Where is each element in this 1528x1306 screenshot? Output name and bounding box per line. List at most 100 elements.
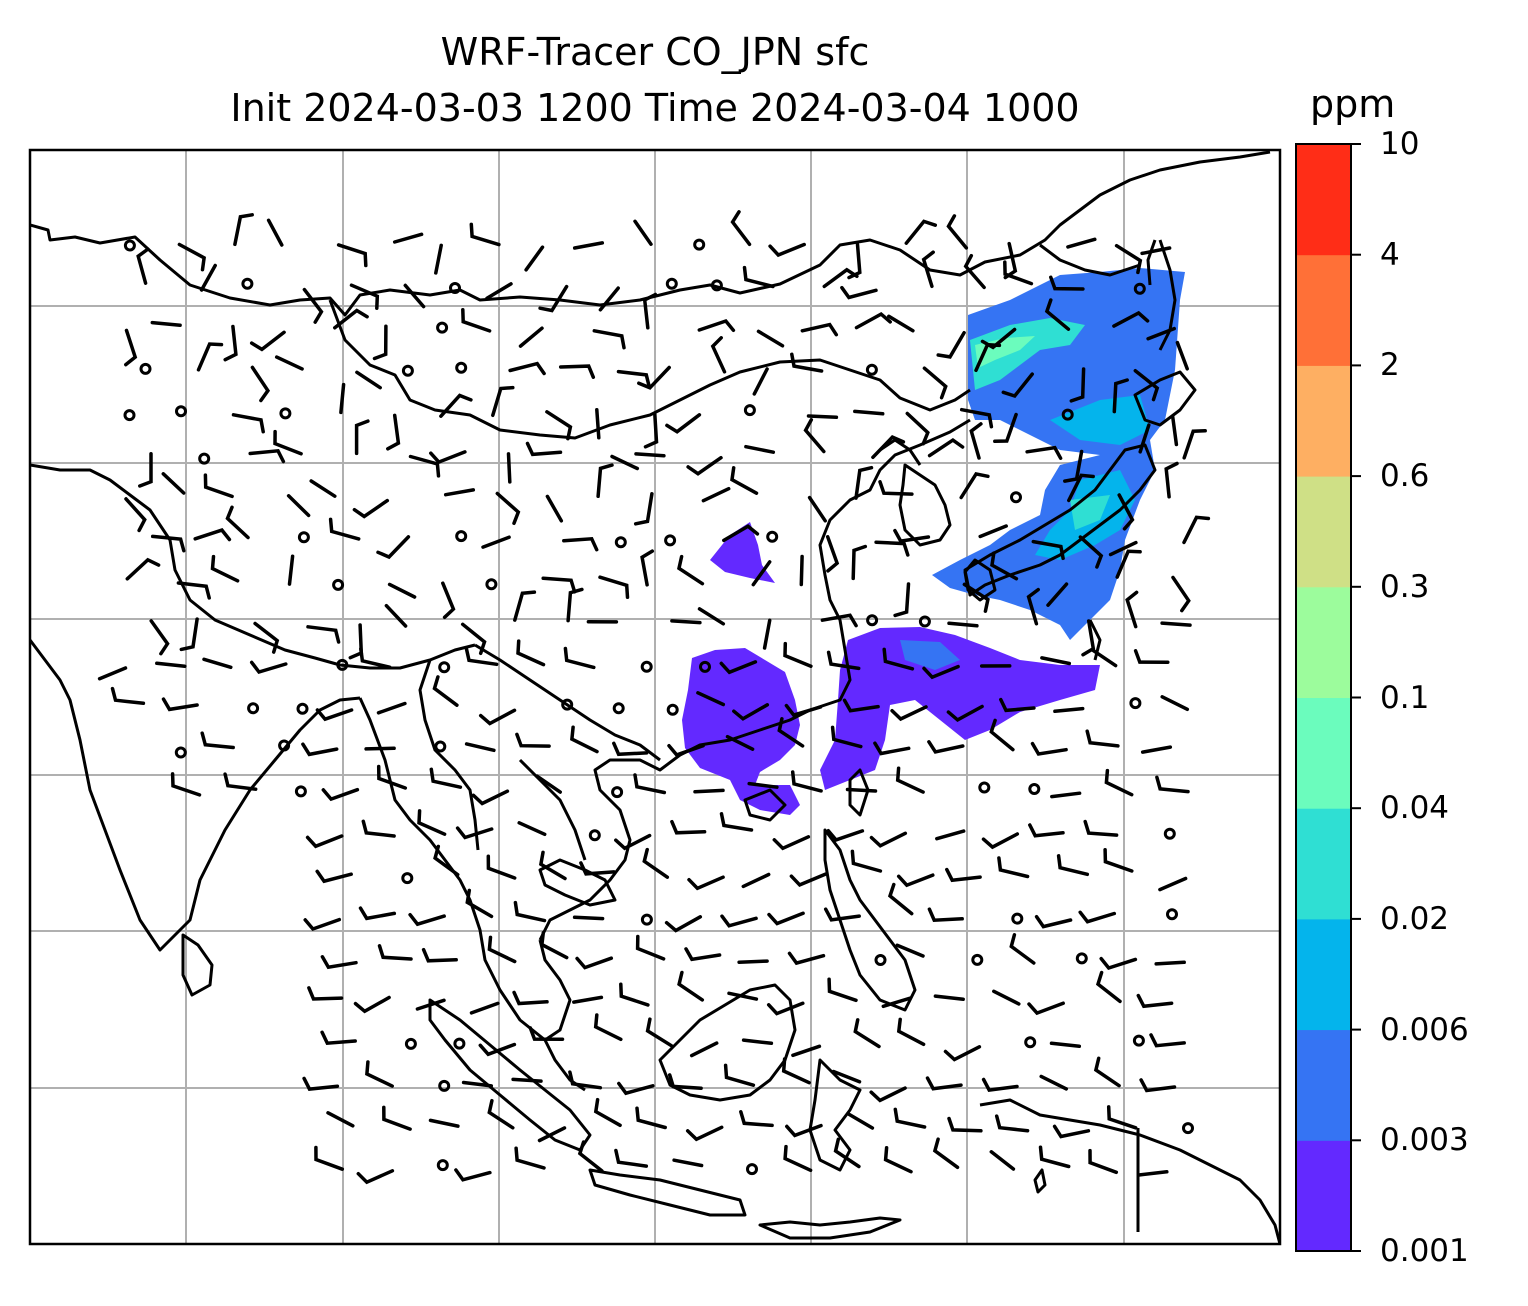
wind-barb: [176, 581, 211, 600]
coast-south-china: [679, 418, 971, 757]
wind-barb: [741, 872, 771, 889]
wind-barb: [387, 582, 417, 599]
coast-taiwan: [848, 768, 870, 817]
wind-barb: [443, 488, 476, 497]
wind-barb: [359, 647, 392, 669]
wind-barb: [524, 245, 545, 272]
calm-circle: [438, 1079, 451, 1092]
wind-barb: [287, 554, 295, 586]
wind-barb: [200, 731, 235, 750]
wind-barb: [697, 318, 736, 333]
wind-barb: [1009, 933, 1036, 965]
wind-barb: [305, 834, 344, 849]
coast-korea: [898, 463, 952, 547]
wind-barb: [540, 930, 569, 960]
wind-barb: [562, 536, 599, 552]
wind-barb: [777, 717, 805, 748]
wind-barb: [579, 861, 616, 876]
calm-circle: [139, 362, 152, 375]
wind-barb: [823, 907, 861, 922]
wind-barb: [693, 788, 725, 794]
wind-barb: [572, 241, 605, 250]
wind-barb: [925, 1076, 963, 1091]
wind-barb: [883, 1146, 913, 1174]
wind-barb: [315, 708, 354, 722]
wind-barb: [847, 242, 862, 280]
wind-barb: [642, 292, 658, 330]
wind-barb: [376, 535, 411, 560]
border-china-korea: [879, 438, 922, 466]
coast-borneo: [658, 983, 797, 1102]
wind-barb: [196, 342, 224, 372]
wind-barb: [730, 466, 759, 495]
wind-barb: [927, 740, 965, 754]
wind-barb: [989, 718, 1015, 752]
wind-barb: [689, 1041, 719, 1058]
wind-barb: [945, 867, 982, 883]
wind-barb: [1028, 823, 1065, 838]
wind-barb: [464, 646, 499, 667]
border-india: [30, 463, 476, 670]
colorbar-segment: [1296, 254, 1351, 366]
wind-barb: [635, 1106, 667, 1130]
wind-barb: [744, 444, 776, 454]
colorbar-tick-label: 0.006: [1380, 1011, 1469, 1048]
wind-barb: [170, 772, 202, 797]
wind-barb: [887, 314, 915, 333]
wind-barb: [807, 495, 827, 523]
wind-barb: [408, 912, 446, 927]
coast-india: [30, 639, 361, 952]
wind-barb: [677, 970, 705, 1002]
wind-barb: [643, 412, 659, 449]
wind-barb: [664, 915, 703, 933]
plume-east-core: [1050, 395, 1150, 445]
wind-barb: [1108, 540, 1138, 557]
wind-barb: [822, 267, 859, 289]
wind-barb: [946, 704, 984, 723]
wind-barb: [593, 1013, 623, 1042]
coast-north-asia: [30, 150, 1271, 317]
calm-circle: [241, 277, 254, 290]
wind-barb: [963, 253, 986, 290]
coast-cambodia-vietnam: [538, 858, 617, 907]
plume-central: [710, 522, 775, 583]
calm-circle: [664, 534, 677, 547]
calm-circle: [1010, 491, 1022, 504]
wind-barb: [640, 549, 655, 587]
wind-barb: [850, 849, 883, 873]
wind-barb: [320, 955, 358, 970]
wind-barb: [568, 1070, 603, 1090]
wind-barb: [314, 1145, 345, 1171]
wind-barb: [223, 324, 238, 362]
wind-barb: [1031, 539, 1065, 561]
wind-barb: [1052, 1124, 1091, 1139]
colorbar-segment: [1296, 697, 1351, 809]
calm-circle: [614, 536, 627, 549]
wind-barb: [428, 1118, 460, 1128]
wind-barb: [974, 342, 1002, 373]
wind-barb: [537, 1126, 567, 1143]
colorbar-tick-label: 0.003: [1380, 1122, 1469, 1159]
calm-circle: [1132, 1034, 1145, 1047]
wind-barb: [980, 327, 1017, 350]
wind-barb: [890, 705, 928, 722]
wind-barb: [737, 959, 769, 964]
wind-barb: [1136, 993, 1174, 1009]
wind-barb: [722, 524, 760, 543]
calm-circle: [247, 702, 260, 715]
wind-barb: [1050, 791, 1082, 799]
wind-barb: [434, 243, 443, 275]
wind-barb: [981, 832, 1020, 850]
wind-barb: [481, 535, 511, 549]
wind-barb: [766, 1001, 805, 1016]
wind-barb: [614, 1148, 649, 1168]
wind-barb: [512, 990, 549, 1006]
wind-barb: [878, 480, 914, 496]
wind-barb: [361, 819, 396, 838]
wind-barb: [992, 989, 1021, 1006]
wind-barb: [202, 657, 233, 670]
wind-barb: [566, 587, 584, 623]
calm-circle: [1024, 1036, 1037, 1049]
wind-barb: [881, 996, 912, 1009]
map-frame: [28, 148, 1282, 1246]
